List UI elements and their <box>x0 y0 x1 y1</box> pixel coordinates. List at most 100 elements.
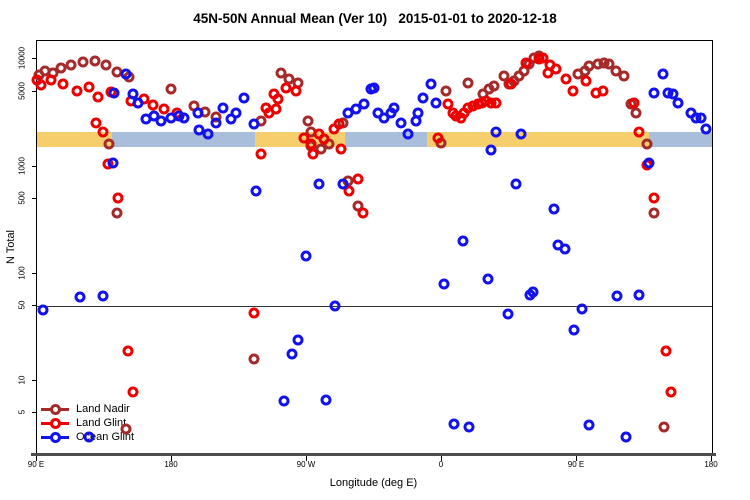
data-point-land-glint <box>520 57 532 69</box>
data-point-land-glint <box>628 97 640 109</box>
data-point-ocean-glint <box>313 178 325 190</box>
data-point-land-nadir <box>65 59 77 71</box>
data-point-land-nadir <box>120 423 132 435</box>
data-point-ocean-glint <box>337 178 349 190</box>
data-point-land-glint <box>633 126 645 138</box>
data-point-land-glint <box>35 79 47 91</box>
data-point-ocean-glint <box>425 78 437 90</box>
data-point-land-glint <box>57 78 69 90</box>
data-point-land-glint <box>255 148 267 160</box>
data-point-ocean-glint <box>120 68 132 80</box>
data-point-land-nadir <box>55 62 67 74</box>
data-point-ocean-glint <box>438 278 450 290</box>
legend-marker-line <box>41 403 69 415</box>
data-point-land-glint <box>318 133 330 145</box>
plot-area: Land Nadir Land Glint Ocean Glint <box>31 40 713 456</box>
data-point-land-nadir <box>440 85 452 97</box>
data-point-land-glint <box>505 78 517 90</box>
y-tick-label: 1000 <box>17 156 27 175</box>
data-point-ocean-glint <box>490 126 502 138</box>
data-point-land-glint <box>660 345 672 357</box>
data-point-ocean-glint <box>568 324 580 336</box>
data-point-land-nadir <box>111 207 123 219</box>
data-point-land-glint <box>272 93 284 105</box>
data-point-land-glint <box>248 307 260 319</box>
data-point-land-glint <box>567 85 579 97</box>
surface-band-ocean <box>112 132 255 148</box>
data-point-land-glint <box>112 192 124 204</box>
legend-item: Land Nadir <box>41 402 134 416</box>
data-point-land-glint <box>560 73 572 85</box>
data-point-ocean-glint <box>463 421 475 433</box>
legend-marker-line <box>41 417 69 429</box>
legend-marker-circle <box>50 431 61 443</box>
y-tick-label: 10000 <box>17 47 27 70</box>
data-point-ocean-glint <box>202 128 214 140</box>
data-point-ocean-glint <box>230 107 242 119</box>
data-point-ocean-glint <box>278 395 290 407</box>
data-point-land-glint <box>45 74 57 86</box>
data-point-land-glint <box>597 85 609 97</box>
data-point-land-nadir <box>462 77 474 89</box>
surface-band-land <box>37 132 112 148</box>
legend-item: Land Glint <box>41 416 134 430</box>
data-point-ocean-glint <box>430 97 442 109</box>
data-point-ocean-glint <box>695 112 707 124</box>
data-point-land-nadir <box>658 421 670 433</box>
x-tick <box>711 456 712 461</box>
data-point-land-nadir <box>103 138 115 150</box>
data-point-land-nadir <box>275 67 287 79</box>
data-point-land-glint <box>147 99 159 111</box>
data-point-land-glint <box>357 207 369 219</box>
data-point-land-nadir <box>89 55 101 67</box>
data-point-ocean-glint <box>548 203 560 215</box>
y-tick <box>32 90 36 92</box>
data-point-land-glint <box>97 126 109 138</box>
data-point-ocean-glint <box>178 112 190 124</box>
data-point-ocean-glint <box>37 304 49 316</box>
data-point-land-glint <box>307 148 319 160</box>
data-point-ocean-glint <box>388 102 400 114</box>
data-point-land-glint <box>432 132 444 144</box>
data-point-ocean-glint <box>97 290 109 302</box>
data-point-land-glint <box>298 132 310 144</box>
data-point-ocean-glint <box>667 88 679 100</box>
data-point-land-glint <box>442 98 454 110</box>
data-point-land-glint <box>550 63 562 75</box>
data-point-land-glint <box>122 345 134 357</box>
data-point-land-glint <box>335 143 347 155</box>
legend-marker-circle <box>50 417 61 429</box>
legend-label: Land Nadir <box>76 403 130 415</box>
data-point-ocean-glint <box>417 92 429 104</box>
data-point-land-glint <box>270 103 282 115</box>
data-point-land-glint <box>127 386 139 398</box>
data-point-ocean-glint <box>412 107 424 119</box>
data-point-land-nadir <box>630 107 642 119</box>
legend-marker-line <box>41 431 69 443</box>
y-tick <box>32 305 36 307</box>
data-point-land-nadir <box>100 59 112 71</box>
data-point-ocean-glint <box>368 82 380 94</box>
data-point-ocean-glint <box>402 128 414 140</box>
surface-band-ocean <box>649 132 712 148</box>
data-point-ocean-glint <box>300 250 312 262</box>
data-point-ocean-glint <box>358 98 370 110</box>
data-point-ocean-glint <box>286 348 298 360</box>
data-point-land-glint <box>580 75 592 87</box>
data-point-ocean-glint <box>657 68 669 80</box>
data-point-land-glint <box>648 192 660 204</box>
y-tick-label: 500 <box>17 191 27 205</box>
data-point-land-glint <box>352 173 364 185</box>
y-tick-label: 10 <box>17 375 27 385</box>
data-point-ocean-glint <box>107 157 119 169</box>
data-point-ocean-glint <box>620 431 632 443</box>
data-point-ocean-glint <box>515 128 527 140</box>
data-point-ocean-glint <box>559 243 571 255</box>
x-tick <box>171 456 172 461</box>
x-tick-label: 90 E <box>567 460 585 469</box>
y-tick <box>32 165 36 167</box>
data-point-ocean-glint <box>132 97 144 109</box>
data-point-ocean-glint <box>485 144 497 156</box>
y-tick <box>32 412 36 414</box>
